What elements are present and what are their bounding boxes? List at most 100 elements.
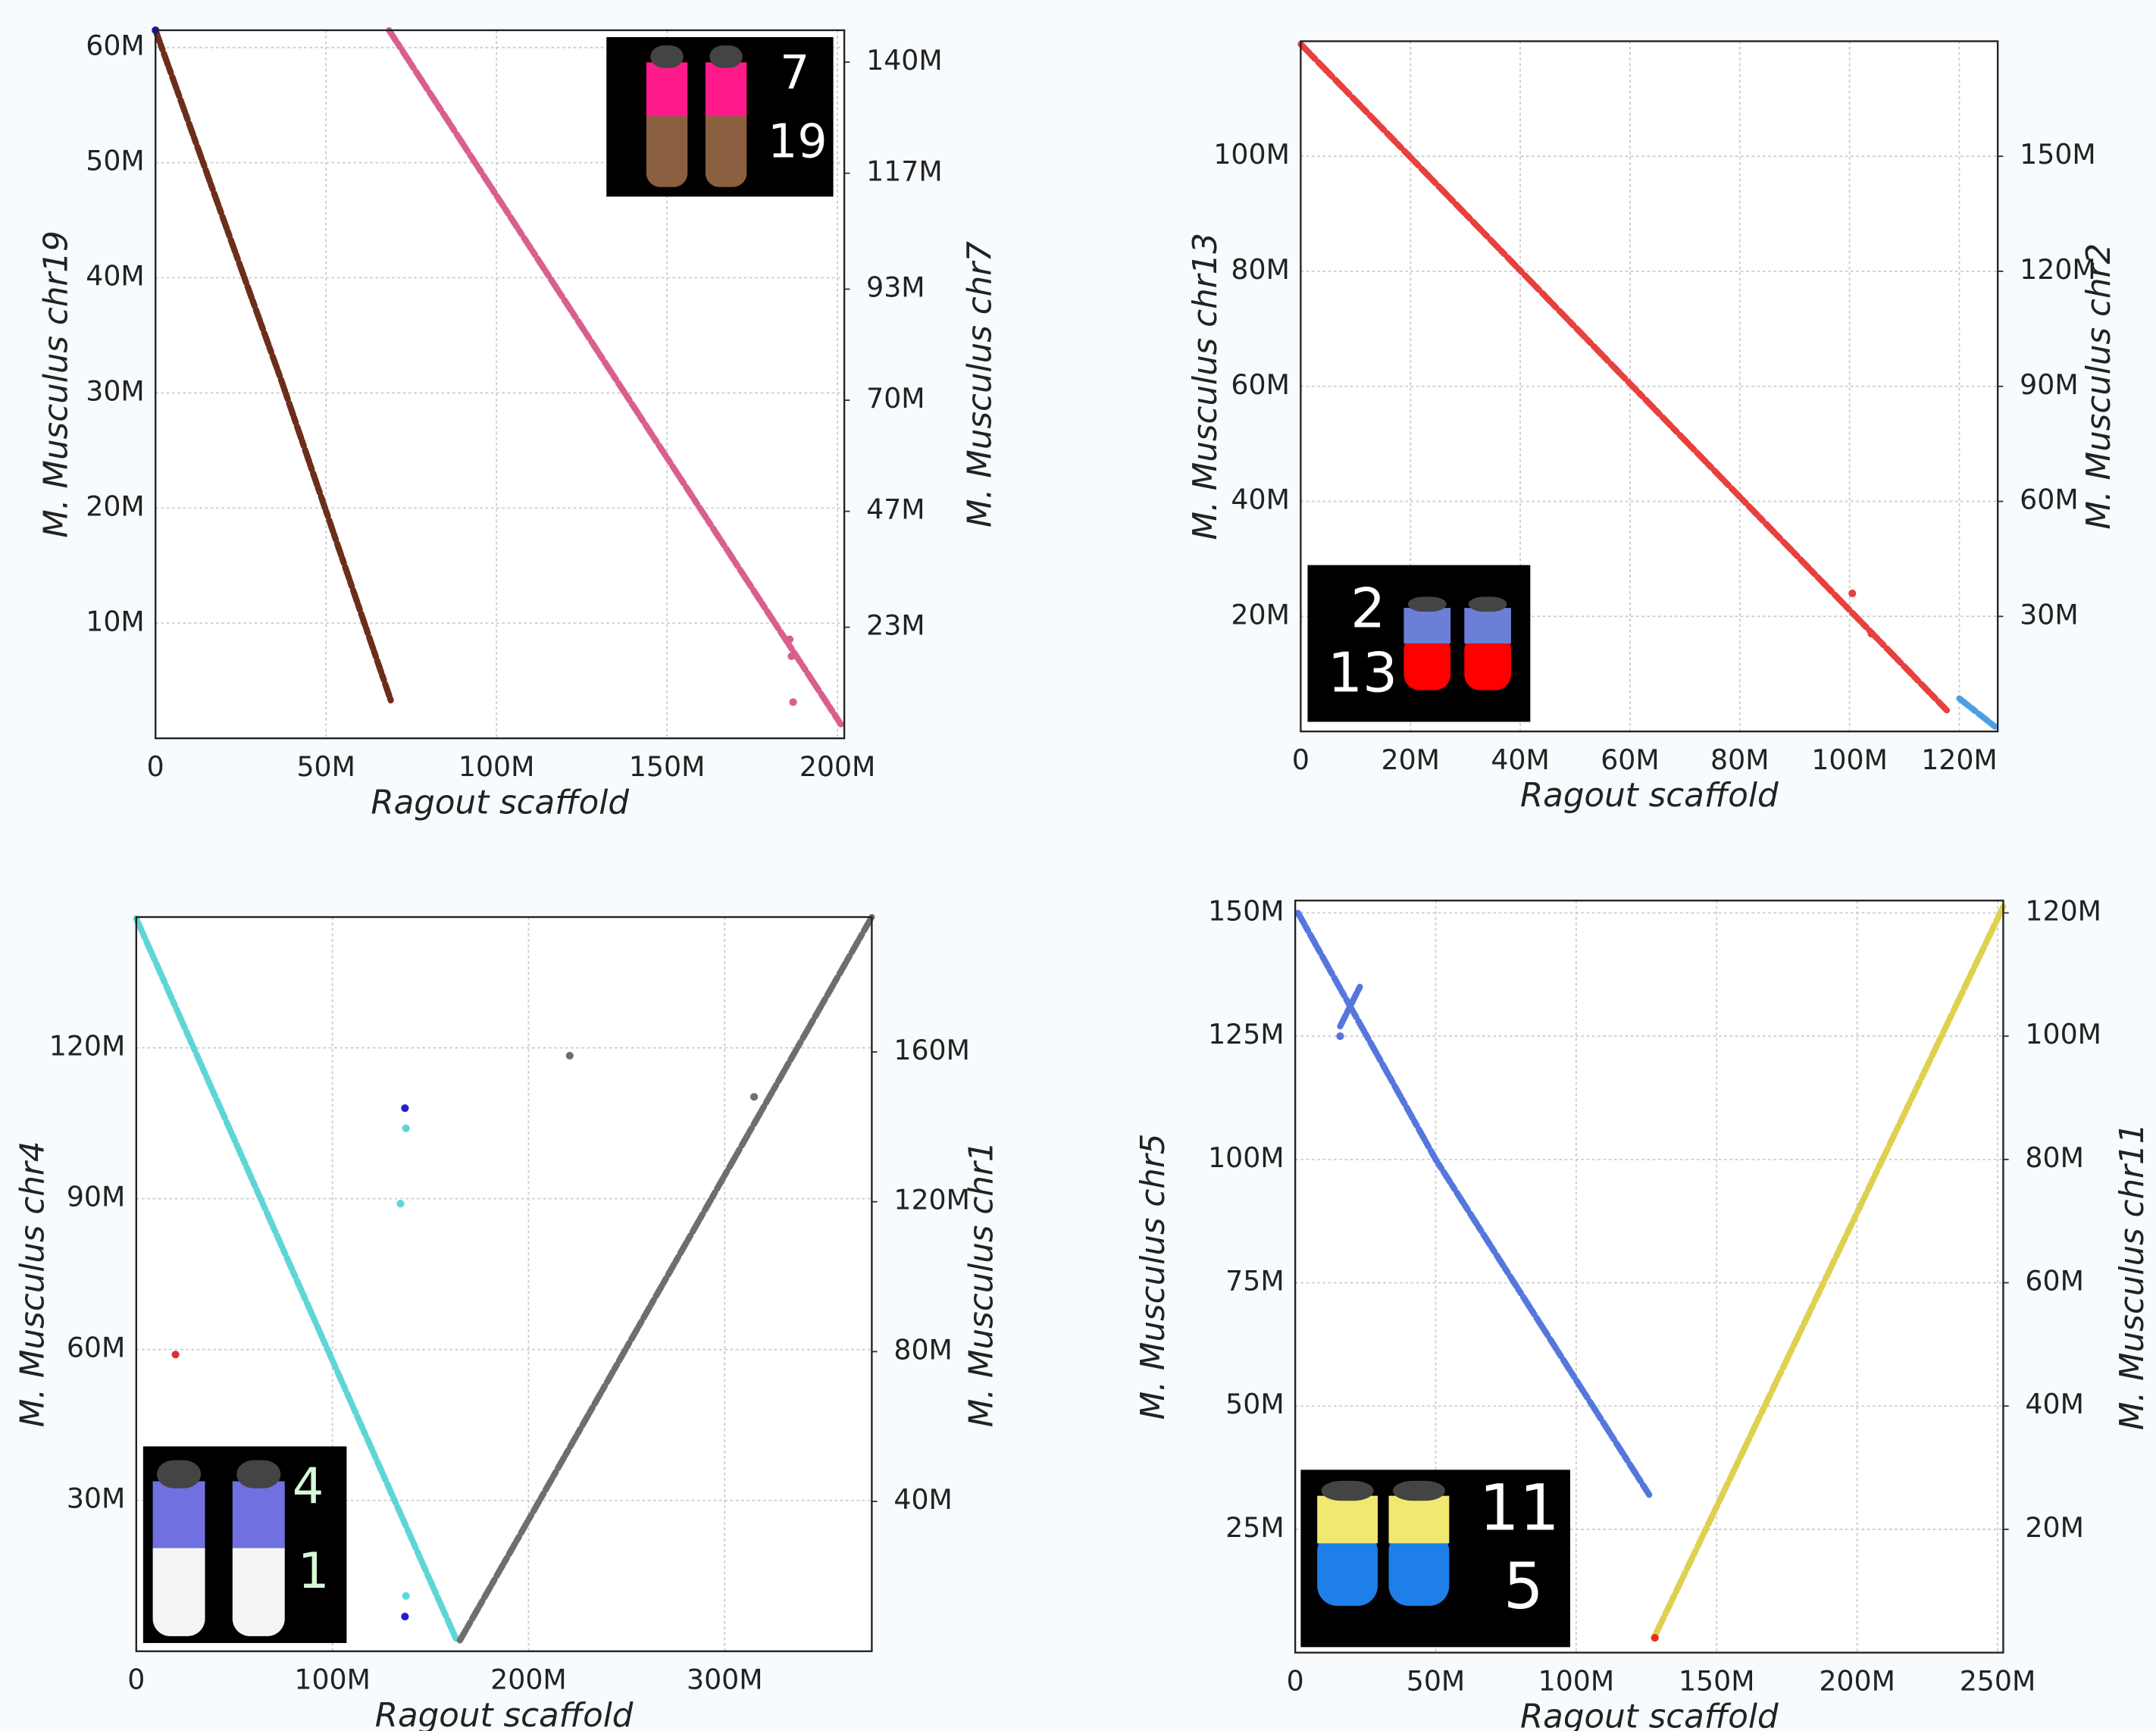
plot-frame bbox=[155, 29, 846, 740]
x-tick-label: 150M bbox=[629, 750, 706, 783]
x-tick-label: 250M bbox=[1960, 1665, 2036, 1698]
y-tick-label: 75M bbox=[1225, 1265, 1284, 1297]
chromosome-bottom bbox=[152, 1530, 205, 1636]
y2-tick-label: 120M bbox=[893, 1184, 970, 1216]
chromosome-top bbox=[1388, 1495, 1450, 1544]
dot-line bbox=[1956, 695, 2001, 732]
y-tick-label: 90M bbox=[67, 1181, 125, 1213]
y2-tick-label: 150M bbox=[2020, 138, 2096, 171]
y-tick-label: 60M bbox=[1231, 368, 1289, 401]
y2-tick-label: 90M bbox=[2020, 368, 2078, 401]
y2-tick-label: 47M bbox=[866, 493, 925, 526]
chromosome-bottom bbox=[705, 102, 747, 187]
dot bbox=[401, 1104, 409, 1113]
plot-frame bbox=[1294, 900, 2004, 1654]
y2-tick-label: 70M bbox=[866, 382, 925, 415]
inset-label: 13 bbox=[1328, 642, 1397, 706]
x-tick-label: 0 bbox=[1287, 1665, 1304, 1698]
x-axis-label: Ragout scaffold bbox=[375, 1697, 634, 1731]
y-axis-label: M. Musculus chr5 bbox=[1134, 1134, 1172, 1420]
y-tick-label: 50M bbox=[1225, 1388, 1284, 1420]
chromosome-cap bbox=[650, 45, 684, 68]
chromosome-top bbox=[1317, 1495, 1378, 1544]
chromosome-top bbox=[646, 62, 688, 117]
y2-tick-label: 20M bbox=[2025, 1511, 2083, 1544]
dot-line bbox=[456, 913, 875, 1644]
x-axis-label: Ragout scaffold bbox=[1520, 777, 1779, 815]
inset-label: 5 bbox=[1504, 1550, 1544, 1623]
chromosome-top bbox=[705, 62, 747, 117]
dot-line bbox=[386, 27, 844, 728]
x-tick-label: 200M bbox=[1819, 1665, 1895, 1698]
y2-tick-label: 120M bbox=[2025, 895, 2101, 928]
x-axis-label: Ragout scaffold bbox=[371, 784, 629, 822]
x-tick-label: 80M bbox=[1710, 743, 1769, 776]
y2-tick-label: 80M bbox=[2025, 1141, 2083, 1174]
y-axis-label: M. Musculus chr13 bbox=[1187, 233, 1225, 540]
chromosome-bottom bbox=[1317, 1530, 1378, 1606]
x-tick-label: 0 bbox=[147, 750, 164, 783]
y2-tick-label: 120M bbox=[2020, 253, 2096, 286]
x-tick-label: 120M bbox=[1921, 743, 1998, 776]
y-tick-label: 100M bbox=[1213, 138, 1290, 171]
inset-label: 7 bbox=[780, 45, 809, 100]
y-tick-label: 125M bbox=[1208, 1018, 1285, 1050]
dot-line bbox=[1651, 903, 2007, 1639]
chromosome-bottom bbox=[1403, 634, 1451, 690]
dot bbox=[787, 652, 796, 660]
dot bbox=[1651, 1633, 1659, 1642]
x-tick-label: 150M bbox=[1679, 1665, 1755, 1698]
y-tick-label: 120M bbox=[49, 1030, 126, 1063]
inset-label: 11 bbox=[1479, 1471, 1560, 1545]
y-tick-label: 60M bbox=[67, 1332, 125, 1364]
chromosome-cap bbox=[1392, 1480, 1445, 1501]
y-tick-label: 20M bbox=[86, 490, 144, 522]
plot-frame bbox=[1300, 40, 1999, 733]
chromosome-bottom bbox=[646, 102, 688, 187]
x-tick-label: 100M bbox=[294, 1664, 371, 1696]
inset-label: 19 bbox=[768, 114, 827, 169]
chromosome-cap bbox=[1468, 596, 1507, 612]
dot bbox=[402, 1124, 410, 1132]
x-tick-label: 200M bbox=[490, 1664, 567, 1696]
dot bbox=[750, 1093, 759, 1101]
chromosome-cap bbox=[1407, 596, 1447, 612]
y2-axis-label: M. Musculus chr1 bbox=[962, 1141, 1000, 1428]
chromosome-top bbox=[152, 1481, 205, 1548]
chromosome-top bbox=[1403, 608, 1451, 644]
chromosome-top bbox=[232, 1481, 285, 1548]
dot bbox=[1867, 630, 1876, 638]
y2-tick-label: 93M bbox=[866, 271, 925, 304]
y2-tick-label: 60M bbox=[2020, 484, 2078, 516]
x-tick-label: 0 bbox=[127, 1664, 145, 1696]
x-axis-label: Ragout scaffold bbox=[1520, 1698, 1779, 1731]
y-tick-label: 10M bbox=[86, 605, 144, 637]
inset-label: 2 bbox=[1350, 577, 1385, 640]
y-tick-label: 100M bbox=[1208, 1141, 1285, 1174]
x-tick-label: 100M bbox=[1811, 743, 1888, 776]
dot bbox=[1848, 589, 1857, 598]
dot bbox=[396, 1200, 405, 1208]
x-tick-label: 50M bbox=[1407, 1665, 1465, 1698]
x-tick-label: 100M bbox=[1538, 1665, 1615, 1698]
y2-tick-label: 30M bbox=[2020, 598, 2078, 631]
dot bbox=[402, 1592, 410, 1600]
x-tick-label: 20M bbox=[1382, 743, 1440, 776]
y2-axis-label: M. Musculus chr11 bbox=[2114, 1123, 2151, 1430]
y2-axis-label: M. Musculus chr2 bbox=[2080, 243, 2118, 530]
chromosome-cap bbox=[1321, 1480, 1374, 1501]
y-tick-label: 30M bbox=[67, 1482, 125, 1515]
y2-tick-label: 60M bbox=[2025, 1265, 2083, 1297]
chromosome-top bbox=[1464, 608, 1511, 644]
y2-tick-label: 23M bbox=[866, 609, 925, 642]
dot bbox=[1336, 1032, 1344, 1041]
y-tick-label: 80M bbox=[1231, 253, 1289, 286]
chromosome-cap bbox=[236, 1460, 281, 1488]
y-tick-label: 25M bbox=[1225, 1511, 1284, 1544]
x-tick-label: 40M bbox=[1491, 743, 1549, 776]
x-tick-label: 100M bbox=[458, 750, 535, 783]
x-tick-label: 0 bbox=[1292, 743, 1310, 776]
y-tick-label: 60M bbox=[86, 30, 144, 62]
y-tick-label: 30M bbox=[86, 374, 144, 407]
